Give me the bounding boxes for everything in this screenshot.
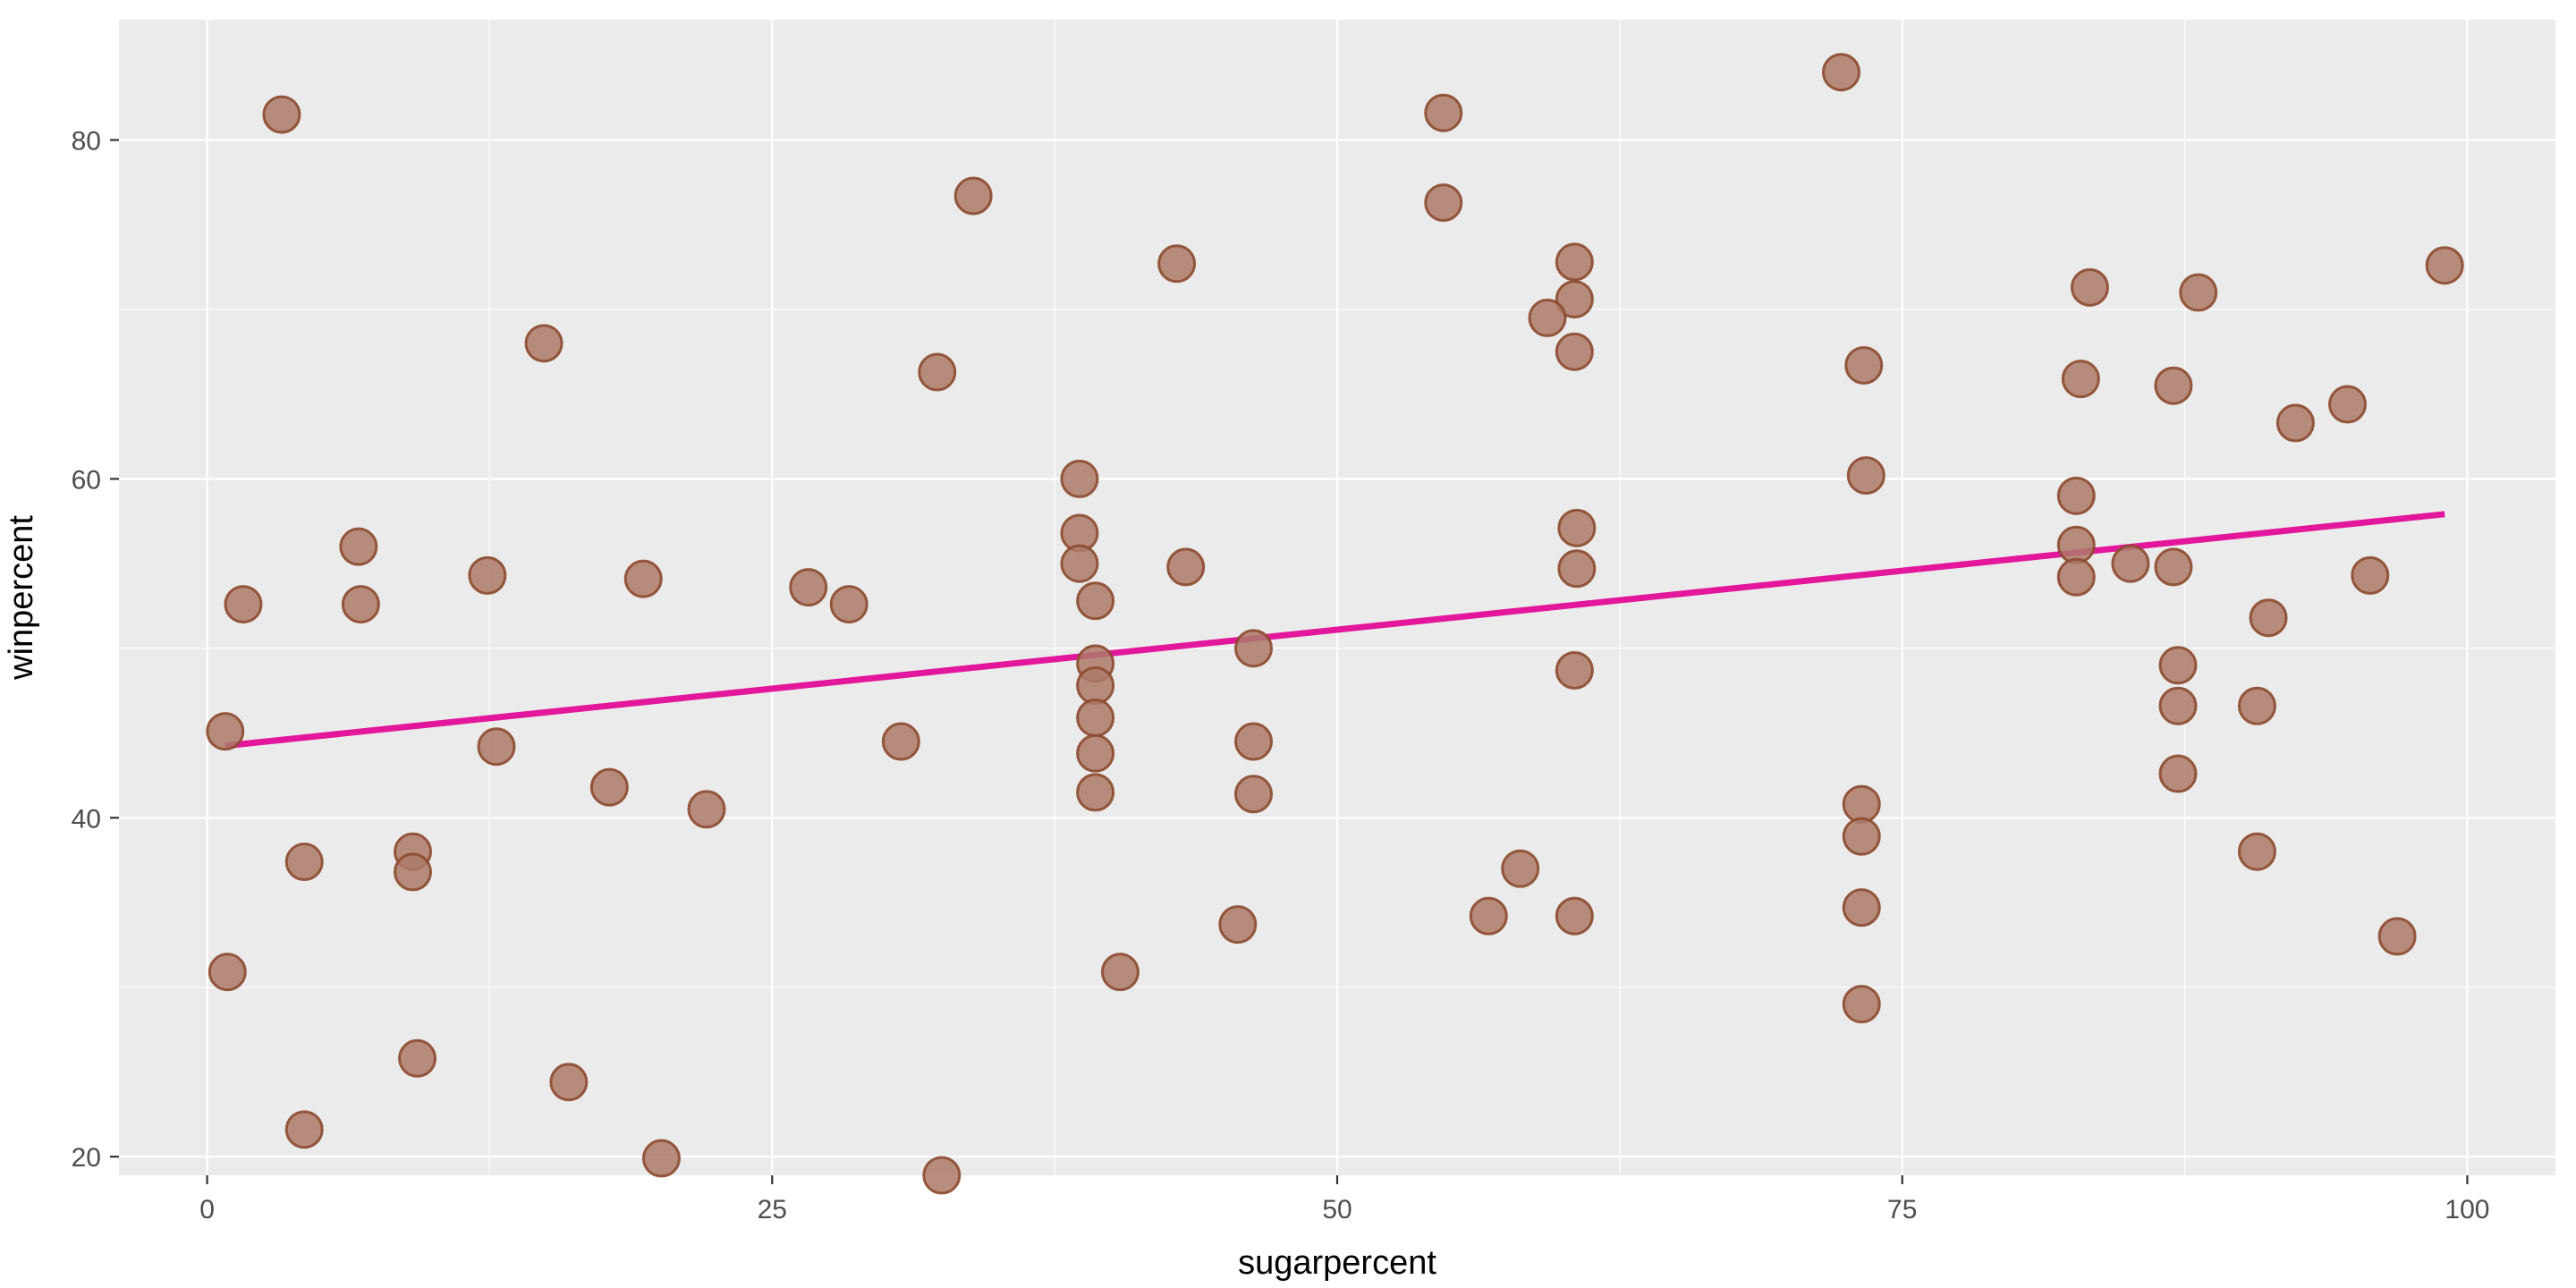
svg-text:0: 0 [199,1195,215,1224]
svg-text:40: 40 [72,804,101,834]
svg-text:75: 75 [1887,1195,1917,1224]
svg-text:winpercent: winpercent [3,515,40,681]
svg-text:50: 50 [1322,1195,1352,1224]
svg-text:60: 60 [72,465,101,495]
svg-text:20: 20 [72,1143,101,1173]
svg-text:100: 100 [2445,1195,2489,1224]
svg-text:80: 80 [72,127,101,157]
svg-text:sugarpercent: sugarpercent [1238,1244,1436,1282]
svg-text:25: 25 [758,1195,787,1224]
